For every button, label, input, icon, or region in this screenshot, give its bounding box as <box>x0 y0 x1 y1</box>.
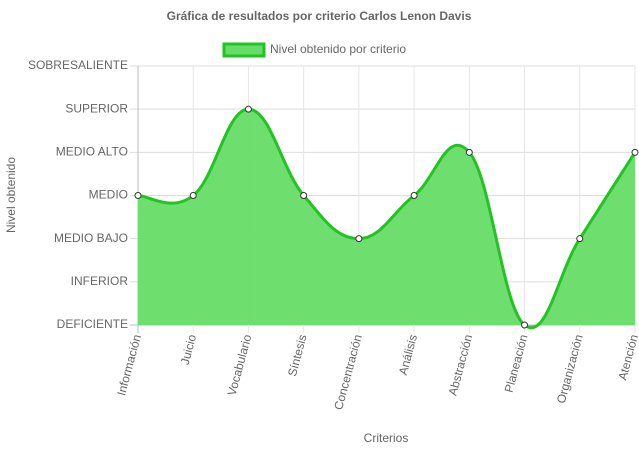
point <box>134 192 142 199</box>
point <box>631 148 639 156</box>
chart-title: Gráfica de resultados por criterio Carlo… <box>167 9 472 23</box>
x-tick-label: Abstracción <box>446 333 476 397</box>
point <box>300 192 308 199</box>
point <box>576 235 584 243</box>
x-tick-label: Vocabulario <box>225 333 255 398</box>
x-tick-label: Planeación <box>502 333 531 394</box>
x-tick-label: Juicio <box>178 333 200 367</box>
point <box>410 192 418 199</box>
x-tick-label: Atención <box>615 333 639 382</box>
legend-label: Nivel obtenido por criterio <box>270 42 406 56</box>
y-tick-label: SUPERIOR <box>65 101 128 115</box>
y-axis-title: Nivel obtenido <box>4 157 18 233</box>
point <box>521 321 529 329</box>
line <box>137 107 637 330</box>
y-tick-label: MEDIO ALTO <box>56 145 128 159</box>
x-tick-label: Síntesis <box>285 333 310 378</box>
y-tick-label: INFERIOR <box>71 274 129 288</box>
y-tick-label: MEDIO <box>89 188 128 202</box>
x-axis-title: Criterios <box>364 431 409 445</box>
x-tick-label: Información <box>114 333 144 397</box>
x-tick-label: Organización <box>554 333 586 405</box>
point <box>244 105 252 113</box>
point <box>465 148 473 156</box>
area <box>138 109 635 328</box>
x-tick-label: Análisis <box>396 333 420 377</box>
point <box>189 192 197 199</box>
legend-swatch <box>222 42 266 58</box>
x-tick-label: Concentración <box>331 333 365 411</box>
point <box>355 235 363 243</box>
y-tick-label: DEFICIENTE <box>57 317 128 331</box>
y-tick-label: MEDIO BAJO <box>54 231 128 245</box>
y-tick-label: SOBRESALIENTE <box>28 58 128 72</box>
